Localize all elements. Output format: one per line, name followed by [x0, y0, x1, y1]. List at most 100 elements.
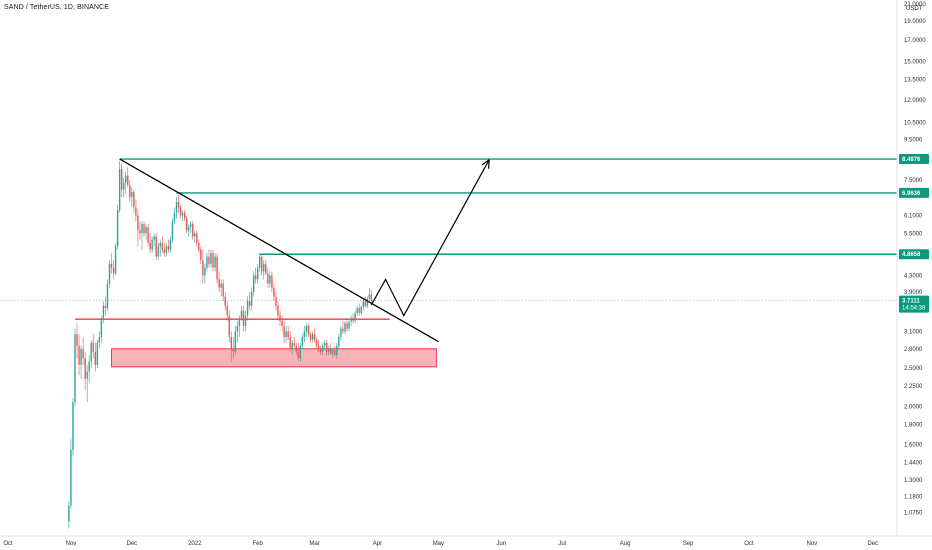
- candle-body: [180, 207, 181, 215]
- candle-body: [131, 192, 132, 197]
- candle-body: [247, 301, 248, 315]
- candle-body: [275, 297, 276, 306]
- candle-body: [225, 297, 226, 306]
- candle-body: [212, 253, 213, 268]
- candle-body: [354, 313, 355, 321]
- candle-body: [342, 329, 343, 332]
- candle-body: [135, 207, 136, 215]
- price-tick: 1.0750: [904, 511, 923, 517]
- candle-body: [350, 318, 351, 322]
- candle-body: [279, 316, 280, 321]
- candle-body: [265, 264, 266, 274]
- candle-body: [149, 243, 150, 250]
- candle-body: [91, 343, 92, 362]
- symbol-title: SAND / TetherUS, 1D, BINANCE: [4, 4, 109, 11]
- candle-body: [84, 358, 85, 379]
- candle-body: [155, 236, 156, 256]
- candle-body: [369, 294, 370, 299]
- candle-body: [332, 350, 333, 354]
- demand-zone-layer: [112, 349, 437, 367]
- candle-body: [281, 321, 282, 326]
- candle-body: [168, 246, 169, 249]
- candle-body: [271, 275, 272, 287]
- candle-body: [192, 224, 193, 236]
- candle: [216, 253, 217, 284]
- candle-body: [172, 221, 173, 239]
- candle-body: [200, 250, 201, 261]
- candle-body: [74, 334, 75, 402]
- candle-body: [308, 326, 309, 334]
- candle-body: [231, 337, 232, 349]
- candle-body: [137, 216, 138, 231]
- candle-body: [239, 318, 240, 326]
- countdown-label: 14:54:38: [902, 306, 926, 312]
- candle-body: [320, 349, 321, 352]
- candle-body: [204, 268, 205, 276]
- price-tick: 19.0000: [904, 19, 926, 25]
- candle-body: [115, 246, 116, 273]
- level-price-label: 6.9636: [902, 191, 921, 197]
- candle-body: [196, 233, 197, 243]
- price-tick: 7.5000: [904, 178, 923, 184]
- price-tick: 1.4400: [904, 461, 923, 467]
- time-tick: May: [433, 541, 444, 547]
- time-tick: 2022: [188, 541, 202, 547]
- candle-body: [310, 334, 311, 340]
- candle-body: [107, 284, 108, 309]
- price-tick: 12.0000: [904, 98, 926, 104]
- level-price-label: 8.4876: [902, 157, 921, 163]
- candle-body: [184, 213, 185, 219]
- candle-body: [103, 306, 104, 318]
- candle-body: [158, 246, 159, 256]
- candle-body: [318, 346, 319, 349]
- candle-body: [147, 227, 148, 243]
- candle-body: [314, 334, 315, 340]
- candle-body: [222, 284, 223, 297]
- candle: [172, 218, 173, 242]
- candle-body: [344, 323, 345, 331]
- candle-body: [348, 322, 349, 329]
- candle-body: [338, 337, 339, 346]
- candle-body: [208, 257, 209, 264]
- candle-body: [170, 240, 171, 250]
- candle-body: [277, 306, 278, 316]
- price-tick: 15.0000: [904, 60, 926, 66]
- candle-body: [245, 316, 246, 326]
- candle-body: [358, 308, 359, 313]
- candle-body: [105, 306, 106, 308]
- candle-body: [326, 343, 327, 352]
- time-tick: Aug: [620, 541, 631, 547]
- candle-body: [336, 346, 337, 355]
- candle-body: [151, 240, 152, 250]
- price-tick: 3.1000: [904, 329, 923, 335]
- candle-body: [283, 326, 284, 337]
- candle-body: [119, 169, 120, 210]
- candle-body: [76, 334, 77, 346]
- candle-body: [253, 275, 254, 292]
- candle: [97, 340, 98, 368]
- time-tick: Nov: [807, 541, 818, 547]
- time-axis[interactable]: Oct Nov Dec 2022 Feb Mar Apr May Jun Jul Aug Sep Oct…: [3, 541, 878, 547]
- candle-body: [93, 343, 94, 352]
- candle-body: [316, 340, 317, 346]
- candle-body: [330, 349, 331, 354]
- candle-body: [312, 334, 313, 340]
- candle-body: [263, 264, 264, 272]
- candle-body: [176, 202, 177, 213]
- candle: [107, 279, 108, 310]
- price-tick: 1.6000: [904, 443, 923, 449]
- candle-body: [249, 301, 250, 306]
- candle-body: [194, 233, 195, 236]
- candle-body: [182, 213, 183, 216]
- candle-body: [160, 243, 161, 246]
- candle-body: [229, 316, 230, 337]
- candle-body: [361, 307, 362, 313]
- price-tick: 9.5000: [904, 138, 923, 144]
- candle-body: [109, 264, 110, 284]
- current-price-label: 3.7111: [902, 299, 920, 305]
- candle-body: [133, 192, 134, 207]
- time-tick: Feb: [253, 541, 264, 547]
- candle-body: [139, 230, 140, 233]
